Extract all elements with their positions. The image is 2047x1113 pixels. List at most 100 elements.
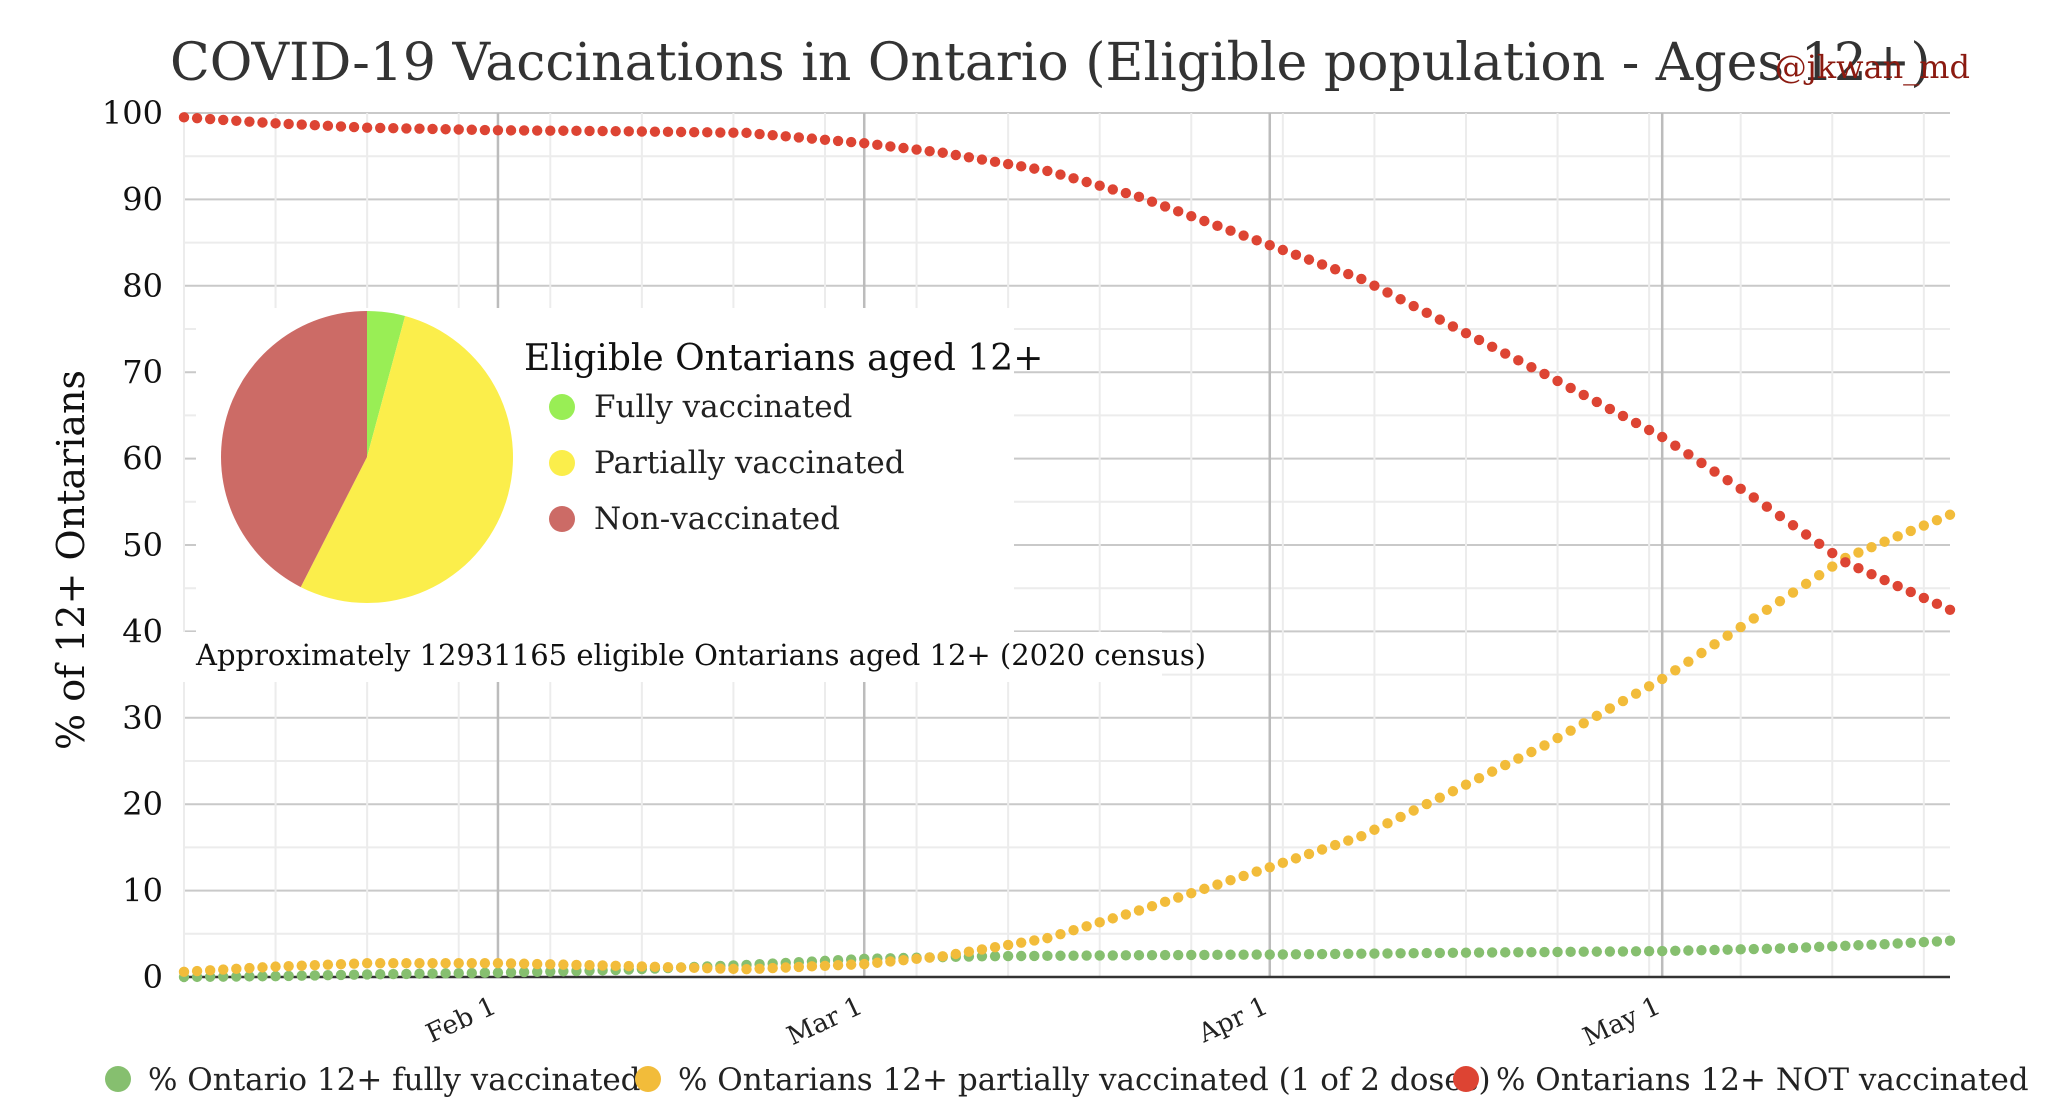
data-point	[427, 957, 438, 969]
data-point	[898, 954, 909, 966]
data-point	[1159, 201, 1171, 212]
data-point	[1774, 943, 1786, 954]
data-point	[1617, 946, 1629, 957]
data-point	[1709, 639, 1720, 650]
data-point	[1238, 870, 1249, 882]
data-point	[283, 970, 294, 982]
data-point	[1081, 921, 1092, 932]
pie-slice	[367, 311, 406, 457]
data-point	[466, 124, 477, 135]
data-point	[1683, 945, 1694, 956]
data-point	[1303, 848, 1315, 860]
data-point	[1827, 941, 1838, 952]
data-point	[466, 957, 477, 969]
data-point	[1879, 574, 1890, 586]
data-point	[1029, 950, 1040, 962]
y-axis-ticks: 0 10 20 30 40 50 60 70 80 90 100	[102, 94, 163, 996]
pie-slice	[300, 316, 513, 603]
data-point	[1683, 449, 1694, 460]
data-point	[1277, 244, 1289, 256]
data-point	[1892, 938, 1903, 949]
data-point	[1042, 950, 1053, 962]
data-point	[741, 964, 752, 975]
data-point	[1055, 169, 1066, 180]
data-point	[702, 962, 713, 974]
data-point	[518, 966, 530, 978]
data-point	[1500, 759, 1511, 771]
data-point	[348, 969, 360, 980]
data-point	[1238, 230, 1249, 241]
data-point	[401, 123, 412, 134]
data-point	[1486, 947, 1498, 958]
data-point	[231, 963, 242, 975]
data-point	[1604, 403, 1616, 415]
data-point	[1447, 321, 1459, 332]
data-point	[1094, 917, 1105, 928]
data-point	[270, 970, 281, 982]
data-point	[989, 156, 1001, 168]
data-point	[911, 144, 922, 155]
data-point	[1343, 948, 1354, 959]
data-point	[1199, 949, 1210, 961]
y-tick-label: 90	[122, 180, 163, 218]
data-point	[1591, 396, 1603, 408]
data-point	[1212, 220, 1223, 232]
data-point	[793, 961, 805, 973]
data-point	[1343, 835, 1354, 846]
data-point	[1657, 431, 1668, 443]
data-point	[388, 123, 399, 134]
data-point	[859, 958, 870, 970]
data-point	[1761, 501, 1773, 512]
data-point	[518, 125, 530, 136]
data-point	[1369, 948, 1380, 959]
data-point	[1670, 945, 1681, 956]
y-tick-label: 10	[122, 872, 163, 910]
data-point	[1382, 948, 1393, 959]
data-point	[270, 118, 281, 129]
data-point	[1434, 314, 1446, 325]
data-point	[1447, 947, 1459, 959]
data-point	[1578, 946, 1589, 957]
x-tick-label: May 1	[1579, 991, 1666, 1053]
data-point	[1146, 900, 1158, 912]
y-tick-label: 20	[122, 785, 163, 823]
data-point	[361, 122, 373, 133]
data-point	[296, 119, 307, 130]
data-point	[1421, 307, 1432, 319]
data-point	[793, 132, 805, 143]
data-point	[1016, 161, 1027, 172]
data-point	[675, 126, 687, 138]
data-point	[584, 959, 595, 971]
data-point	[427, 123, 438, 135]
data-point	[1002, 158, 1014, 170]
series-layer	[178, 112, 1956, 983]
data-point	[636, 961, 648, 972]
data-point	[1408, 300, 1419, 312]
data-point	[1944, 604, 1956, 615]
data-point	[688, 126, 700, 138]
data-point	[1905, 586, 1916, 598]
data-point	[1513, 355, 1524, 366]
data-point	[532, 966, 543, 978]
data-point	[309, 959, 321, 971]
data-point	[1094, 180, 1105, 191]
data-point	[1526, 746, 1537, 758]
data-point	[309, 120, 321, 131]
data-point	[1513, 753, 1524, 764]
data-point	[1748, 943, 1759, 955]
pie-legend-swatch	[549, 394, 575, 420]
data-point	[479, 957, 491, 969]
data-point	[872, 957, 883, 968]
data-point	[218, 964, 229, 975]
legend-swatch	[105, 1066, 131, 1092]
legend-label: % Ontarians 12+ NOT vaccinated	[1496, 1062, 2029, 1098]
y-tick-label: 60	[122, 440, 163, 478]
data-point	[963, 152, 975, 163]
data-point	[1683, 656, 1694, 667]
data-point	[1146, 196, 1158, 207]
data-point	[1473, 947, 1485, 958]
data-point	[1748, 613, 1759, 624]
data-point	[1395, 811, 1406, 823]
data-point	[244, 971, 255, 982]
data-point	[989, 950, 1001, 962]
